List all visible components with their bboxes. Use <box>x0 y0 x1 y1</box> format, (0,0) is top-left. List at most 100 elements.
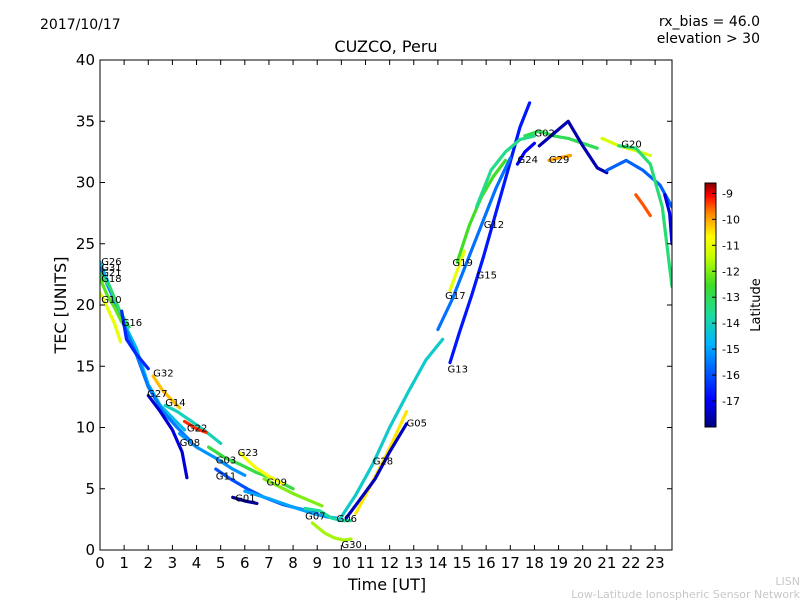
prn-label-g11: G11 <box>216 471 236 482</box>
x-tick-label: 11 <box>356 554 375 572</box>
x-tick-label: 4 <box>192 554 202 572</box>
series-g15 <box>436 156 512 332</box>
y-tick-label: 20 <box>76 296 95 314</box>
prn-label-g27: G27 <box>147 389 167 400</box>
x-tick-label: 7 <box>264 554 274 572</box>
series-g09 <box>262 477 324 508</box>
colorbar-tick-label: -10 <box>722 213 740 226</box>
prn-label-g23: G23 <box>238 448 258 459</box>
series-g05b <box>344 422 409 520</box>
series-g14 <box>163 403 223 445</box>
series-g20b <box>605 158 672 209</box>
x-tick-label: 22 <box>621 554 640 572</box>
colorbar-tick-label: -16 <box>722 369 740 382</box>
series-g24 <box>515 141 537 166</box>
prn-label-g32: G32 <box>153 368 173 379</box>
x-tick-label: 2 <box>143 554 153 572</box>
colorbar <box>704 182 717 428</box>
colorbar-tick-label: -15 <box>722 343 740 356</box>
y-tick-label: 30 <box>76 174 95 192</box>
prn-label-g06: G06 <box>337 514 357 525</box>
series-g27 <box>146 394 189 480</box>
prn-label-g01: G01 <box>235 493 255 504</box>
elevation-label: elevation > 30 <box>656 31 760 47</box>
colorbar-tick-label: -13 <box>722 291 740 304</box>
footer-line-1: LISN <box>775 575 800 588</box>
prn-label-g22: G22 <box>187 424 207 435</box>
x-tick-label: 6 <box>240 554 250 572</box>
prn-label-g21: G21 <box>101 268 121 279</box>
series-g22 <box>182 419 208 434</box>
colorbar-tick-label: -12 <box>722 265 740 278</box>
y-tick-label: 15 <box>76 357 95 375</box>
footer-line-2: Low-Latitude Ionospheric Sensor Network <box>571 588 800 601</box>
prn-label-g13: G13 <box>448 365 468 376</box>
y-tick-label: 10 <box>76 419 95 437</box>
prn-label-g26: G26 <box>101 257 121 268</box>
series-g13 <box>448 101 532 365</box>
prn-label-g09: G09 <box>267 477 287 488</box>
y-tick-label: 0 <box>85 541 95 559</box>
chart-title: CUZCO, Peru <box>334 37 438 56</box>
series-g01 <box>231 495 259 505</box>
x-tick-label: 10 <box>332 554 351 572</box>
prn-label-g07: G07 <box>305 512 325 523</box>
prn-label-g31: G31 <box>101 263 121 274</box>
x-tick-label: 18 <box>525 554 544 572</box>
series-g16 <box>120 309 150 371</box>
prn-label-g15: G15 <box>477 270 497 281</box>
series-g20e <box>663 193 672 246</box>
prn-label-g18: G18 <box>101 274 121 285</box>
series-g18 <box>100 276 124 324</box>
colorbar-tick-label: -9 <box>722 187 733 200</box>
prn-label-g19: G19 <box>452 258 472 269</box>
x-tick-label: 17 <box>501 554 520 572</box>
colorbar-label: Latitude <box>749 278 764 332</box>
prn-label-g03: G03 <box>216 455 236 466</box>
x-tick-label: 20 <box>573 554 592 572</box>
x-tick-label: 14 <box>428 554 447 572</box>
prn-label-g14: G14 <box>165 398 185 409</box>
series-g02 <box>523 129 599 150</box>
x-tick-label: 13 <box>404 554 423 572</box>
series-g08 <box>178 432 247 477</box>
series-g29 <box>547 153 573 162</box>
series-g29b <box>537 119 609 175</box>
y-tick-label: 40 <box>76 51 95 69</box>
y-axis: 0 5 10 15 20 25 30 35 40 <box>76 51 672 559</box>
x-tick-label: 19 <box>549 554 568 572</box>
series-g20d <box>634 193 652 218</box>
series-g20c <box>617 144 672 289</box>
x-tick-label: 3 <box>168 554 178 572</box>
prn-label-g05: G05 <box>407 419 427 430</box>
x-tick-label: 15 <box>452 554 471 572</box>
x-tick-label: 12 <box>380 554 399 572</box>
x-axis: 0 1 2 3 4 5 6 7 8 9 10 11 12 13 14 15 16 17 18 19 20 21 22 23 <box>95 60 665 572</box>
x-tick-label: 8 <box>288 554 298 572</box>
series-layer <box>100 101 672 542</box>
prn-label-g10: G10 <box>101 295 121 306</box>
colorbar-tick-label: -17 <box>722 395 740 408</box>
x-tick-label: 23 <box>646 554 665 572</box>
y-axis-label: TEC [UNITS] <box>51 257 70 355</box>
y-tick-label: 25 <box>76 235 95 253</box>
series-g10 <box>100 291 123 344</box>
prn-label-g24: G24 <box>518 155 538 166</box>
x-tick-label: 5 <box>216 554 226 572</box>
series-g19 <box>455 158 508 264</box>
settings-readout: rx_bias = 46.0 elevation > 30 <box>657 14 760 48</box>
colorbar-tick-label: -11 <box>722 239 740 252</box>
x-tick-label: 9 <box>312 554 322 572</box>
x-tick-label: 1 <box>119 554 129 572</box>
x-tick-label: 16 <box>477 554 496 572</box>
y-tick-label: 35 <box>76 112 95 130</box>
series-g23 <box>238 451 285 486</box>
x-tick-label: 0 <box>95 554 105 572</box>
series-g13a <box>337 337 445 523</box>
series-g32 <box>151 374 182 410</box>
y-tick-label: 5 <box>85 480 95 498</box>
prn-label-g12: G12 <box>484 220 504 231</box>
prn-label-g16: G16 <box>122 318 142 329</box>
